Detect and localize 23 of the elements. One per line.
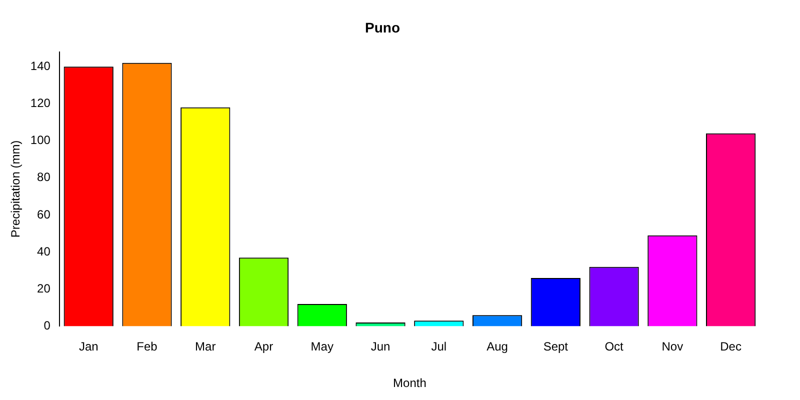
x-tick-label: Nov bbox=[662, 340, 684, 354]
x-tick-label: Dec bbox=[720, 340, 742, 354]
y-tick-label: 40 bbox=[37, 244, 51, 258]
y-tick-label: 20 bbox=[37, 281, 51, 296]
y-tick-label: 140 bbox=[30, 58, 51, 73]
y-tick-label: 100 bbox=[30, 133, 51, 148]
x-tick-label: Apr bbox=[254, 340, 274, 354]
x-tick-label: Oct bbox=[604, 340, 624, 354]
x-tick-label: May bbox=[310, 340, 334, 354]
x-tick-label: Jul bbox=[431, 340, 447, 354]
y-tick-label: 80 bbox=[37, 170, 51, 184]
x-tick-label: Jan bbox=[78, 340, 98, 354]
y-tick-label: 60 bbox=[37, 207, 51, 222]
x-tick-label: Sept bbox=[543, 340, 569, 354]
y-axis-title: Precipitation (mm) bbox=[8, 140, 23, 238]
x-tick-label: Feb bbox=[136, 340, 158, 354]
chart-title: Puno bbox=[365, 19, 400, 36]
y-tick-label: 0 bbox=[44, 318, 51, 333]
x-tick-label: Jun bbox=[370, 340, 390, 354]
x-tick-label: Mar bbox=[195, 340, 216, 354]
x-tick-label: Aug bbox=[486, 340, 508, 354]
y-tick-label: 120 bbox=[30, 96, 51, 110]
x-axis-title: Month bbox=[393, 376, 426, 390]
